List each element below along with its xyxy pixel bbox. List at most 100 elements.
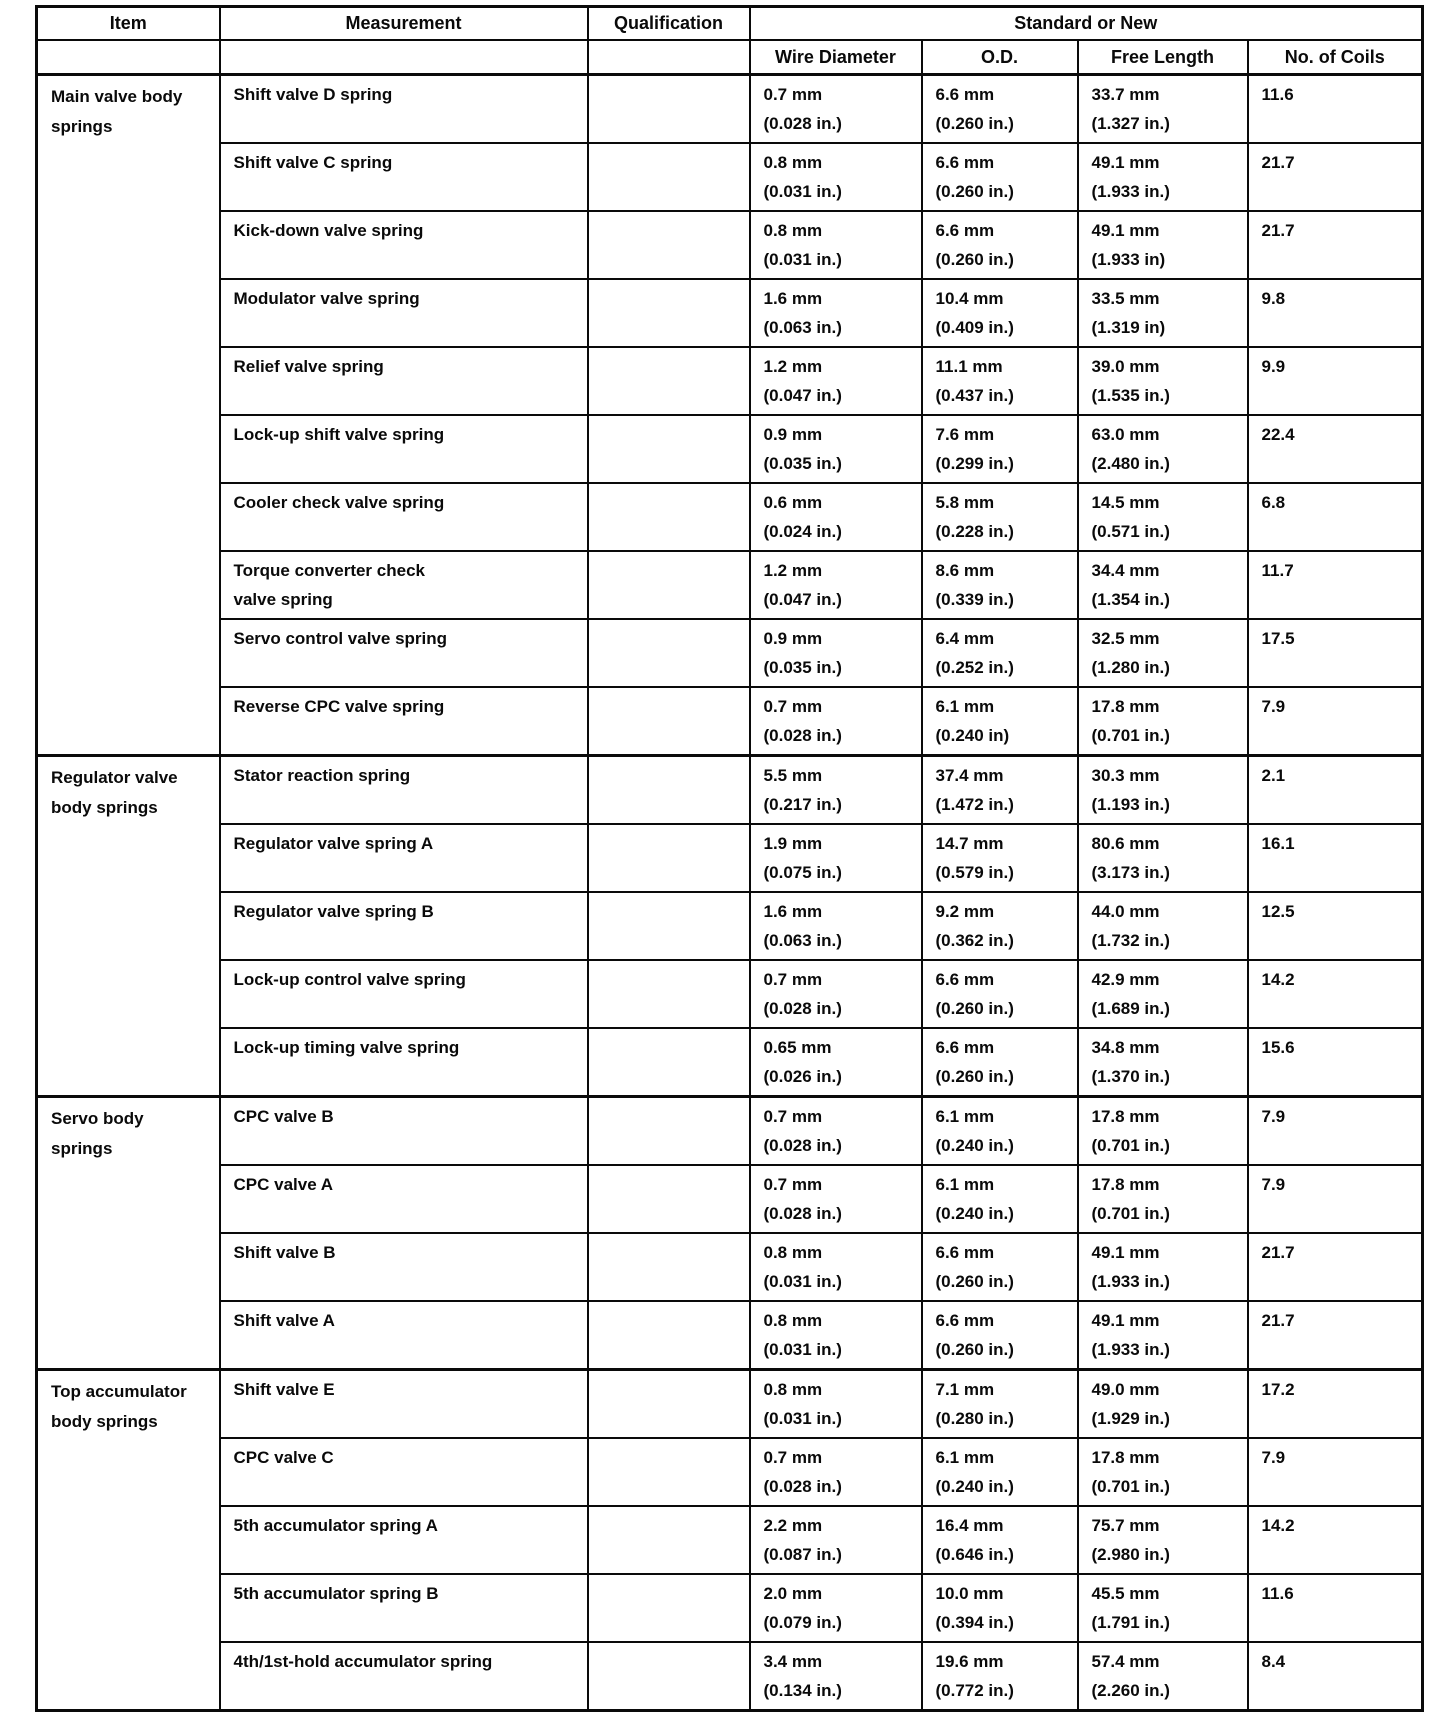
od-cell-line: 6.6 mm	[935, 1038, 995, 1057]
table-row: Lock-up control valve spring 0.7 mm (0.028…	[37, 959, 1424, 1029]
measurement-cell: Lock-up timing valve spring	[218, 1027, 589, 1098]
free-length-cell-line: (1.535 in.)	[1091, 386, 1170, 405]
no-of-coils-cell: 14.2	[1246, 1505, 1424, 1575]
wire-diameter-cell: 1.2 mm (0.047 in.)	[748, 346, 923, 416]
col-header-wire-diameter: Wire Diameter	[748, 39, 923, 76]
col-header-item: Item	[35, 5, 221, 41]
measurement-cell: CPC valve A	[218, 1164, 589, 1234]
no-of-coils-cell: 2.1	[1246, 754, 1424, 825]
measurement-cell: Lock-up shift valve spring	[218, 414, 589, 484]
wire-diameter-cell-line: 0.9 mm	[763, 629, 823, 648]
measurement-cell: Servo control valve spring	[218, 618, 589, 688]
no-of-coils-cell: 9.9	[1246, 346, 1424, 416]
free-length-cell: 45.5 mm (1.791 in.)	[1076, 1573, 1249, 1643]
od-cell-line: 6.1 mm	[935, 1107, 995, 1126]
subheader-empty-measurement	[218, 39, 589, 76]
free-length-cell: 34.8 mm (1.370 in.)	[1076, 1027, 1249, 1098]
free-length-cell-line: (1.933 in.)	[1091, 182, 1170, 201]
od-cell: 6.1 mm (0.240 in.)	[920, 1164, 1079, 1234]
free-length-cell-line: (1.933 in.)	[1091, 1272, 1170, 1291]
col-header-standard-or-new: Standard or New	[748, 5, 1424, 41]
od-cell-line: 6.6 mm	[935, 970, 995, 989]
free-length-cell: 17.8 mm (0.701 in.)	[1076, 1095, 1249, 1166]
wire-diameter-cell-line: (0.217 in.)	[763, 795, 842, 814]
free-length-cell-line: 33.7 mm	[1091, 85, 1160, 104]
wire-diameter-cell-line: (0.028 in.)	[763, 1204, 842, 1223]
no-of-coils-cell: 6.8	[1246, 482, 1424, 552]
measurement-cell: Stator reaction spring	[218, 754, 589, 825]
free-length-cell-line: (1.319 in)	[1091, 318, 1166, 337]
measurement-cell: Shift valve B	[218, 1232, 589, 1302]
item-group-label: Servo body springs	[35, 1095, 221, 1371]
col-header-qualification: Qualification	[586, 5, 751, 41]
free-length-cell: 17.8 mm (0.701 in.)	[1076, 1437, 1249, 1507]
measurement-cell: Shift valve A	[218, 1300, 589, 1371]
od-cell: 7.6 mm (0.299 in.)	[920, 414, 1079, 484]
od-cell-line: (0.260 in.)	[935, 1272, 1014, 1291]
free-length-cell-line: 45.5 mm	[1091, 1584, 1160, 1603]
od-cell-line: (0.260 in.)	[935, 1340, 1014, 1359]
od-cell-line: 16.4 mm	[935, 1516, 1004, 1535]
header-row: Item Measurement Qualification Standard …	[35, 5, 1424, 41]
free-length-cell-line: (1.354 in.)	[1091, 590, 1170, 609]
free-length-cell-line: 14.5 mm	[1091, 493, 1160, 512]
free-length-cell-line: (0.701 in.)	[1091, 1204, 1170, 1223]
od-cell: 6.6 mm (0.260 in.)	[920, 1300, 1079, 1371]
od-cell: 6.6 mm (0.260 in.)	[920, 1027, 1079, 1098]
wire-diameter-cell: 1.6 mm (0.063 in.)	[748, 278, 923, 348]
wire-diameter-cell: 3.4 mm (0.134 in.)	[748, 1641, 923, 1712]
measurement-cell: Regulator valve spring B	[218, 891, 589, 961]
od-cell: 9.2 mm (0.362 in.)	[920, 891, 1079, 961]
free-length-cell-line: (1.280 in.)	[1091, 658, 1170, 677]
measurement-cell: Torque converter check valve spring	[218, 550, 589, 620]
wire-diameter-cell: 2.2 mm (0.087 in.)	[748, 1505, 923, 1575]
table-row: Regulator valve spring B 1.6 mm (0.063 in.…	[37, 891, 1424, 961]
wire-diameter-cell-line: 0.8 mm	[763, 1243, 823, 1262]
free-length-cell-line: (1.689 in.)	[1091, 999, 1170, 1018]
wire-diameter-cell: 2.0 mm (0.079 in.)	[748, 1573, 923, 1643]
wire-diameter-cell: 0.7 mm (0.028 in.)	[748, 1164, 923, 1234]
free-length-cell-line: (1.933 in.)	[1091, 1340, 1170, 1359]
no-of-coils-cell: 21.7	[1246, 1300, 1424, 1371]
od-cell: 6.6 mm (0.260 in.)	[920, 1232, 1079, 1302]
table-row: Top accumulator body springs Shift valve …	[35, 1368, 1424, 1712]
od-cell: 6.4 mm (0.252 in.)	[920, 618, 1079, 688]
wire-diameter-cell-line: 1.2 mm	[763, 561, 823, 580]
table-row: Lock-up shift valve spring 0.9 mm (0.035 i…	[37, 414, 1424, 484]
measurement-cell: Reverse CPC valve spring	[218, 686, 589, 757]
free-length-cell: 80.6 mm (3.173 in.)	[1076, 823, 1249, 893]
free-length-cell-line: 33.5 mm	[1091, 289, 1160, 308]
free-length-cell-line: (0.701 in.)	[1091, 1477, 1170, 1496]
od-cell-line: 10.0 mm	[935, 1584, 1004, 1603]
od-cell-line: (0.240 in.)	[935, 1204, 1014, 1223]
free-length-cell-line: 17.8 mm	[1091, 1175, 1160, 1194]
table-row: Modulator valve spring 1.6 mm (0.063 in.) 1…	[37, 278, 1424, 348]
od-cell-line: (0.394 in.)	[935, 1613, 1014, 1632]
od-cell-line: (0.579 in.)	[935, 863, 1014, 882]
od-cell: 6.1 mm (0.240 in.)	[920, 1095, 1079, 1166]
free-length-cell-line: 75.7 mm	[1091, 1516, 1160, 1535]
qualification-cell	[586, 210, 751, 280]
free-length-cell-line: 17.8 mm	[1091, 1448, 1160, 1467]
col-header-measurement: Measurement	[218, 5, 589, 41]
no-of-coils-cell: 21.7	[1246, 210, 1424, 280]
wire-diameter-cell-line: (0.063 in.)	[763, 318, 842, 337]
od-cell: 6.6 mm (0.260 in.)	[920, 959, 1079, 1029]
wire-diameter-cell-line: 0.9 mm	[763, 425, 823, 444]
col-header-free-length: Free Length	[1076, 39, 1249, 76]
od-cell-line: (0.646 in.)	[935, 1545, 1014, 1564]
wire-diameter-cell: 0.8 mm (0.031 in.)	[748, 142, 923, 212]
od-cell: 19.6 mm (0.772 in.)	[920, 1641, 1079, 1712]
table-row: Servo control valve spring 0.9 mm (0.035 i…	[37, 618, 1424, 688]
wire-diameter-cell-line: 1.2 mm	[763, 357, 823, 376]
table-row: Kick-down valve spring 0.8 mm (0.031 in.) 6…	[37, 210, 1424, 280]
free-length-cell: 57.4 mm (2.260 in.)	[1076, 1641, 1249, 1712]
no-of-coils-cell: 7.9	[1246, 686, 1424, 757]
wire-diameter-cell-line: (0.024 in.)	[763, 522, 842, 541]
no-of-coils-cell: 12.5	[1246, 891, 1424, 961]
wire-diameter-cell-line: (0.031 in.)	[763, 1272, 842, 1291]
no-of-coils-cell: 21.7	[1246, 1232, 1424, 1302]
col-header-no-of-coils: No. of Coils	[1246, 39, 1424, 76]
od-cell: 8.6 mm (0.339 in.)	[920, 550, 1079, 620]
qualification-cell	[586, 1027, 751, 1098]
